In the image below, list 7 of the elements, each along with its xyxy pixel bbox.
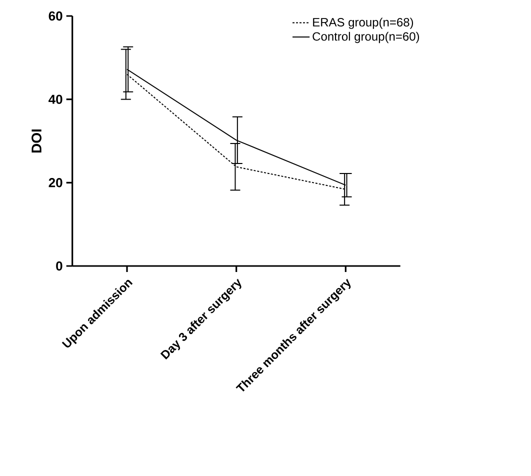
y-tick-label: 0	[56, 261, 62, 271]
y-axis-title: DOI	[32, 129, 42, 152]
y-tick-label: 20	[48, 178, 62, 188]
y-tick-label: 60	[48, 11, 62, 21]
legend-label: ERAS group(n=68)	[313, 18, 414, 29]
legend-label: Control group(n=60)	[312, 32, 420, 44]
y-tick-label: 40	[48, 94, 62, 104]
